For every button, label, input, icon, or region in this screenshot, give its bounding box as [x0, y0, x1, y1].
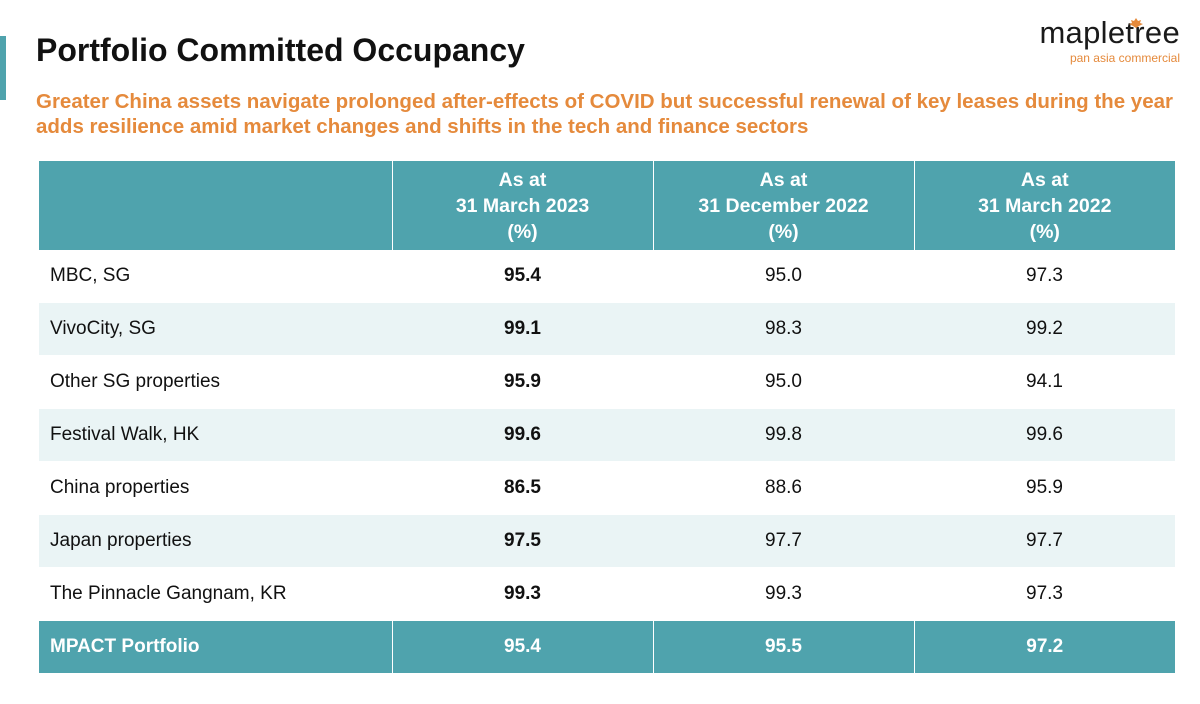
property-name: China properties: [39, 461, 392, 515]
total-mar-2022: 97.2: [914, 620, 1175, 674]
value-mar-2023: 99.3: [392, 567, 653, 621]
header-line: 31 December 2022: [698, 194, 869, 217]
table-row: Japan properties 97.5 97.7 97.7: [39, 514, 1175, 568]
value-mar-2022: 94.1: [914, 355, 1175, 409]
value-dec-2022: 97.7: [653, 514, 914, 568]
value-mar-2022: 95.9: [914, 461, 1175, 515]
value-dec-2022: 95.0: [653, 250, 914, 303]
value-mar-2023: 95.9: [392, 355, 653, 409]
value-mar-2023: 97.5: [392, 514, 653, 568]
property-name: VivoCity, SG: [39, 302, 392, 356]
value-mar-2022: 97.7: [914, 514, 1175, 568]
total-label: MPACT Portfolio: [39, 620, 393, 674]
table-row: MBC, SG 95.4 95.0 97.3: [39, 250, 1175, 303]
total-mar-2023: 95.4: [392, 620, 654, 674]
page-title: Portfolio Committed Occupancy: [36, 32, 525, 68]
occupancy-table: As at 31 March 2023 (%) As at 31 Decembe…: [39, 161, 1175, 674]
table-header-row: As at 31 March 2023 (%) As at 31 Decembe…: [39, 161, 1175, 250]
property-name: The Pinnacle Gangnam, KR: [39, 567, 392, 621]
value-mar-2022: 97.3: [914, 250, 1175, 303]
header-line: As at: [1020, 168, 1069, 191]
header-line: As at: [498, 168, 547, 191]
table-row: VivoCity, SG 99.1 98.3 99.2: [39, 302, 1175, 356]
table-row: The Pinnacle Gangnam, KR 99.3 99.3 97.3: [39, 567, 1175, 621]
value-dec-2022: 98.3: [653, 302, 914, 356]
header-cell-mar-2023: As at 31 March 2023 (%): [392, 161, 654, 250]
company-logo: mapletree pan asia commercial: [1008, 14, 1184, 66]
value-dec-2022: 88.6: [653, 461, 914, 515]
header-cell-property: [39, 161, 393, 250]
value-mar-2023: 86.5: [392, 461, 653, 515]
value-mar-2023: 95.4: [392, 250, 653, 303]
header-cell-mar-2022: As at 31 March 2022 (%): [914, 161, 1175, 250]
table-row: Festival Walk, HK 99.6 99.8 99.6: [39, 408, 1175, 462]
value-dec-2022: 95.0: [653, 355, 914, 409]
header-line: 31 March 2022: [978, 194, 1112, 217]
maple-leaf-icon: [1129, 18, 1143, 28]
header-line: 31 March 2023: [455, 194, 590, 217]
page-subtitle: Greater China assets navigate prolonged …: [36, 90, 1173, 138]
property-name: Other SG properties: [39, 355, 392, 409]
property-name: Festival Walk, HK: [39, 408, 392, 462]
accent-bar: [0, 36, 6, 100]
table-total-row: MPACT Portfolio 95.4 95.5 97.2: [39, 620, 1175, 674]
header-line: (%): [507, 220, 538, 243]
table-row: China properties 86.5 88.6 95.9: [39, 461, 1175, 515]
property-name: Japan properties: [39, 514, 392, 568]
value-mar-2023: 99.1: [392, 302, 653, 356]
header-cell-dec-2022: As at 31 December 2022 (%): [653, 161, 915, 250]
value-dec-2022: 99.8: [653, 408, 914, 462]
logo-tagline: pan asia commercial: [1069, 51, 1180, 65]
header-line: (%): [768, 220, 799, 243]
header-line: (%): [1029, 220, 1060, 243]
header-line: As at: [759, 168, 808, 191]
total-dec-2022: 95.5: [653, 620, 915, 674]
value-mar-2022: 97.3: [914, 567, 1175, 621]
value-dec-2022: 99.3: [653, 567, 914, 621]
logo-wordmark: mapletree: [1039, 15, 1180, 50]
property-name: MBC, SG: [39, 250, 392, 303]
value-mar-2022: 99.2: [914, 302, 1175, 356]
table-row: Other SG properties 95.9 95.0 94.1: [39, 355, 1175, 409]
value-mar-2023: 99.6: [392, 408, 653, 462]
value-mar-2022: 99.6: [914, 408, 1175, 462]
